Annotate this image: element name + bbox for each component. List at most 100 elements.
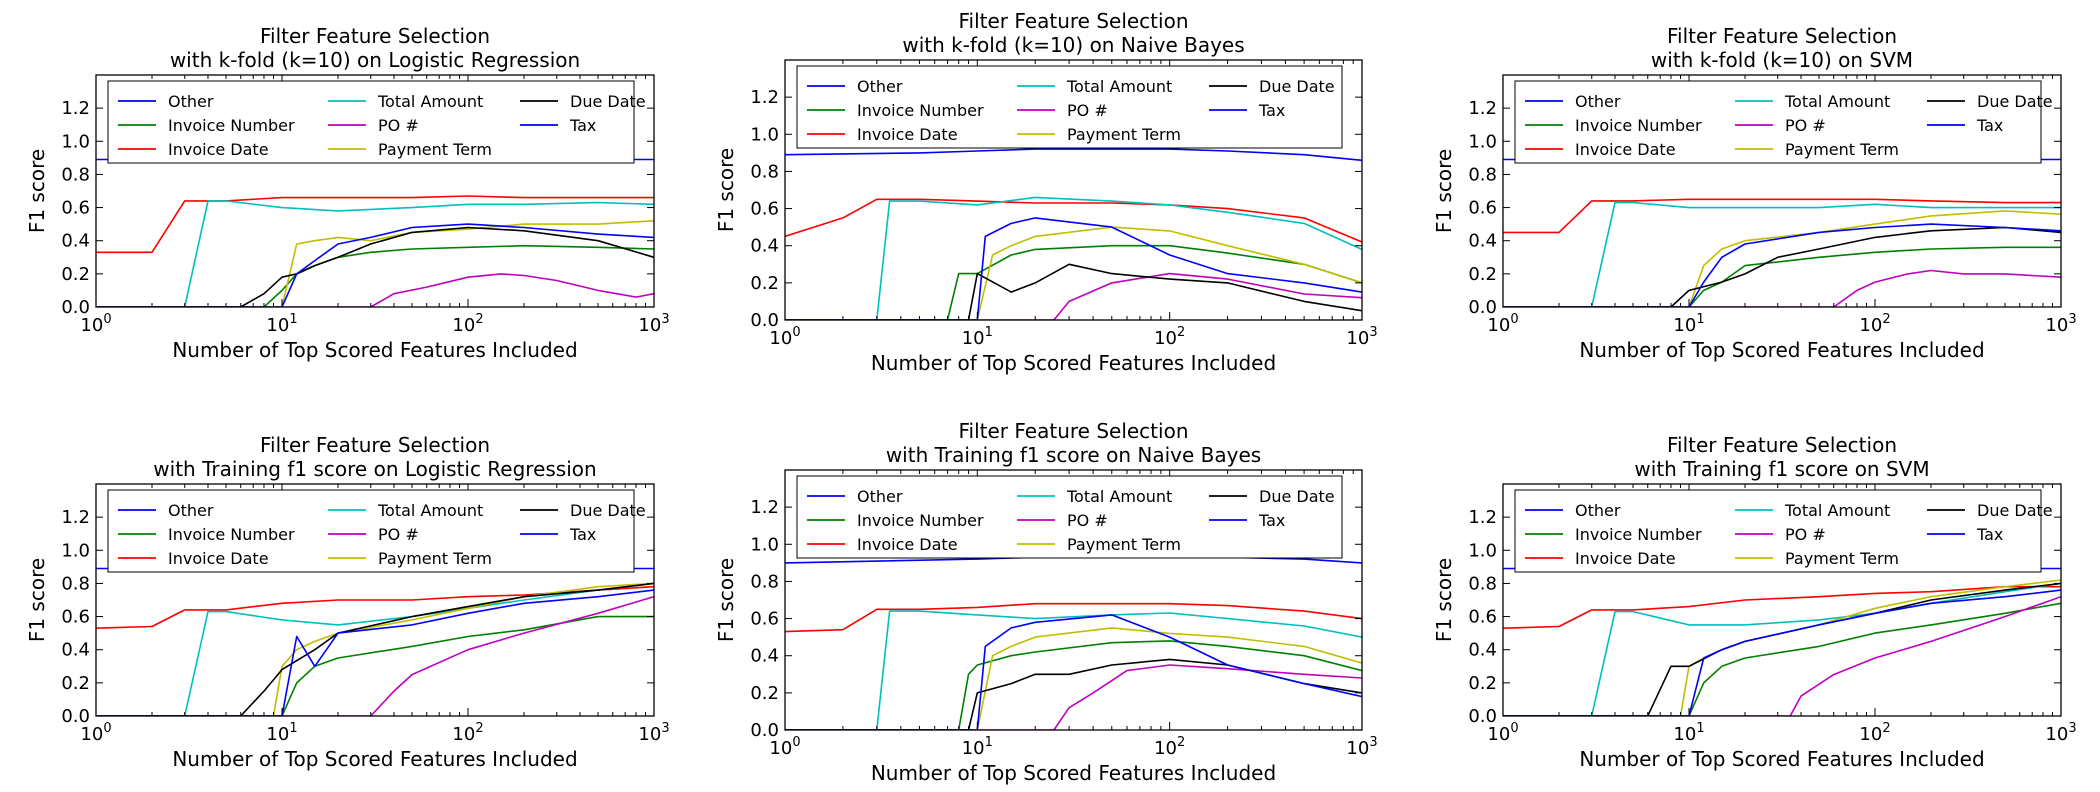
legend-label: Other: [168, 92, 214, 111]
series-line-total-amount: [1503, 582, 2061, 716]
y-tick-label: 0.8: [61, 164, 90, 185]
y-tick-label: 0.4: [1468, 640, 1497, 661]
y-axis-label: F1 score: [25, 558, 49, 642]
chart-panel-5: 0.0 0.2 0.4 0.6 0.8 1.0 1.2 100 101 102 103 Filter …: [714, 419, 1378, 785]
legend-label: Due Date: [570, 92, 646, 111]
legend-box: [1514, 80, 2042, 164]
x-tick-label: 101: [1673, 312, 1704, 336]
chart-title-line-2: with k-fold (k=10) on Logistic Regressio…: [170, 48, 580, 72]
x-tick-label: 101: [1673, 721, 1704, 745]
y-tick-label: 1.0: [750, 124, 779, 145]
x-axis-label: Number of Top Scored Features Included: [871, 761, 1276, 785]
legend-label: Due Date: [1259, 77, 1335, 96]
series-line-total-amount: [1503, 201, 2061, 307]
axes-frame: [95, 483, 655, 717]
legend-label: Invoice Date: [168, 549, 269, 568]
legend-label: Invoice Date: [1575, 140, 1676, 159]
series-line-invoice-date: [1503, 198, 2061, 234]
y-tick-label: 0.8: [1468, 164, 1497, 185]
y-tick-label: 0.8: [750, 571, 779, 592]
y-tick-label: 0.6: [750, 199, 779, 220]
y-axis-label: F1 score: [714, 558, 738, 642]
chart-title-line-2: with Training f1 score on SVM: [1634, 457, 1929, 481]
legend-label: Payment Term: [1785, 549, 1899, 568]
legend-label: Due Date: [1977, 92, 2053, 111]
series-line-invoice-date: [96, 195, 654, 254]
x-tick-label: 101: [962, 325, 993, 349]
series-line-tax: [785, 614, 1362, 730]
y-tick-label: 1.0: [61, 131, 90, 152]
series-line-payment-term: [1503, 210, 2061, 307]
x-tick-label: 102: [1859, 312, 1890, 336]
legend: Other Invoice Number Invoice Date Total Amo…: [1514, 80, 2053, 164]
axes-frame: [1502, 483, 2062, 717]
y-tick-label: 0.0: [750, 720, 779, 741]
legend-label: Payment Term: [1785, 140, 1899, 159]
x-axis-label: Number of Top Scored Features Included: [172, 338, 577, 362]
series-line-invoice-number: [1503, 246, 2061, 307]
y-axis-label: F1 score: [1432, 558, 1456, 642]
y-tick-label: 0.4: [750, 646, 779, 667]
y-tick-label: 1.0: [61, 540, 90, 561]
chart-title-line-2: with k-fold (k=10) on Naive Bayes: [902, 33, 1244, 57]
x-tick-label: 100: [769, 735, 800, 759]
legend-label: Tax: [569, 525, 596, 544]
chart-title-line-1: Filter Feature Selection: [260, 433, 490, 457]
legend-label: Due Date: [1977, 501, 2053, 520]
y-axis-label: F1 score: [25, 149, 49, 233]
y-tick-label: 1.2: [61, 98, 90, 119]
legend-label: Other: [1575, 501, 1621, 520]
series-line-po: [1503, 595, 2061, 716]
legend-label: Invoice Number: [857, 101, 984, 120]
y-tick-label: 0.6: [61, 607, 90, 628]
y-tick-label: 0.8: [61, 573, 90, 594]
legend-label: Payment Term: [378, 140, 492, 159]
y-tick-label: 0.8: [1468, 573, 1497, 594]
legend-label: Total Amount: [1066, 487, 1172, 506]
x-tick-label: 103: [1346, 735, 1377, 759]
series-line-payment-term: [785, 226, 1362, 320]
y-tick-label: 0.2: [1468, 264, 1497, 285]
legend: Other Invoice Number Invoice Date Total Amo…: [107, 80, 646, 164]
x-tick-label: 100: [1487, 312, 1518, 336]
y-tick-label: 0.6: [1468, 198, 1497, 219]
series-line-tax: [1503, 589, 2061, 716]
legend-label: Invoice Number: [168, 525, 295, 544]
legend-label: Total Amount: [1066, 77, 1172, 96]
legend: Other Invoice Number Invoice Date Total Amo…: [796, 475, 1343, 559]
chart-panel-6: 0.0 0.2 0.4 0.6 0.8 1.0 1.2 100 101 102 103 Filter …: [1432, 433, 2077, 771]
series-line-invoice-date: [1503, 585, 2061, 629]
legend-label: PO #: [378, 525, 419, 544]
y-tick-label: 0.8: [750, 161, 779, 182]
y-tick-label: 0.4: [61, 640, 90, 661]
x-tick-label: 100: [1487, 721, 1518, 745]
legend-label: Tax: [1976, 525, 2003, 544]
series-line-due-date: [96, 226, 654, 307]
series-line-tax: [96, 589, 654, 716]
x-tick-label: 103: [2045, 312, 2076, 336]
y-tick-label: 1.2: [1468, 507, 1497, 528]
legend-label: Other: [857, 77, 903, 96]
series-group: [785, 556, 1362, 730]
axes-frame: [784, 59, 1363, 321]
series-line-po: [96, 595, 654, 716]
y-axis-label: F1 score: [714, 148, 738, 232]
y-tick-label: 0.2: [750, 683, 779, 704]
y-tick-label: 0.6: [750, 609, 779, 630]
legend-box: [796, 65, 1343, 149]
legend-label: PO #: [378, 116, 419, 135]
legend-label: Payment Term: [378, 549, 492, 568]
x-tick-label: 102: [452, 312, 483, 336]
legend-label: Due Date: [1259, 487, 1335, 506]
y-tick-label: 0.2: [61, 264, 90, 285]
y-tick-label: 0.0: [1468, 297, 1497, 318]
chart-panel-4: 0.0 0.2 0.4 0.6 0.8 1.0 1.2 100 101 102 103 Filter …: [25, 433, 670, 771]
legend-box: [796, 475, 1343, 559]
y-tick-label: 1.2: [61, 507, 90, 528]
legend: Other Invoice Number Invoice Date Total Amo…: [107, 489, 646, 573]
legend-label: Total Amount: [377, 501, 483, 520]
legend: Other Invoice Number Invoice Date Total Amo…: [796, 65, 1343, 149]
y-tick-label: 1.0: [1468, 131, 1497, 152]
chart-panel-2: 0.0 0.2 0.4 0.6 0.8 1.0 1.2 100 101 102 103 Filter …: [714, 9, 1378, 375]
x-tick-label: 100: [769, 325, 800, 349]
